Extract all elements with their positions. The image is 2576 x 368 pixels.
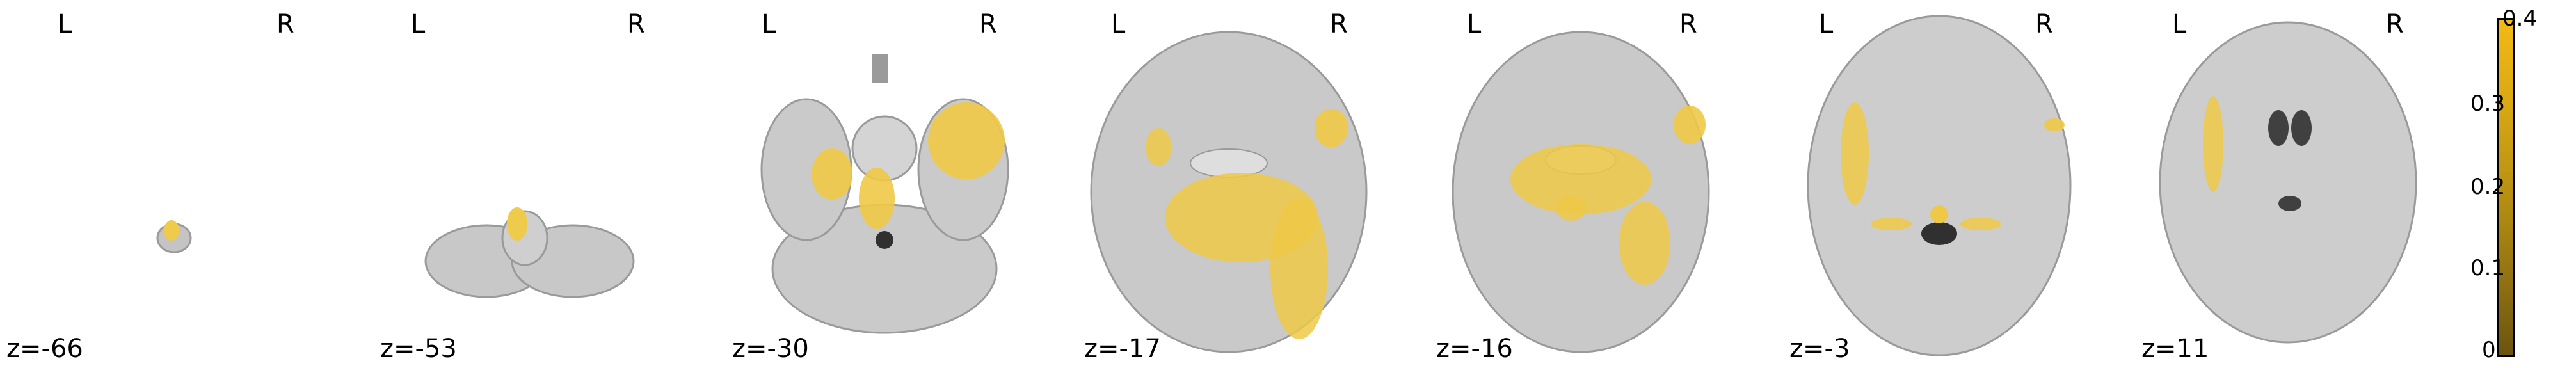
slice-label: z=-53: [380, 334, 457, 364]
brain-slice-image: [1452, 31, 1710, 353]
colorbar-tick: 0.4: [2502, 6, 2538, 31]
colorbar-tick: 0: [2482, 337, 2496, 363]
slice-label: z=11: [2141, 334, 2209, 364]
slice-panel-6: L R z=-3: [1786, 0, 2131, 368]
colorbar-tick: 0.1: [2470, 255, 2506, 281]
slice-label: z=-30: [732, 334, 809, 364]
colorbar-tick: 0.3: [2470, 91, 2506, 116]
brain-slice-image: [1090, 31, 1368, 353]
brain-slice-image: [2159, 21, 2417, 344]
brain-slice-image: [156, 220, 192, 253]
right-marker: R: [1330, 10, 1348, 39]
right-marker: R: [1679, 10, 1697, 39]
colorbar-tick: 0.2: [2470, 174, 2506, 200]
colorbar: [2497, 18, 2515, 357]
right-marker: R: [2386, 10, 2404, 39]
slice-label: z=-3: [1789, 334, 1850, 364]
slice-label: z=-17: [1084, 334, 1161, 364]
slice-panel-4: L R z=-17: [1082, 0, 1427, 368]
right-marker: R: [979, 10, 997, 39]
left-marker: L: [1467, 10, 1482, 39]
left-marker: L: [762, 10, 776, 39]
right-marker: R: [2035, 10, 2053, 39]
left-marker: L: [1819, 10, 1834, 39]
left-marker: L: [411, 10, 426, 39]
slice-panel-2: L R z=-53: [371, 0, 717, 368]
slice-panel-1: L R z=-66: [0, 0, 346, 368]
right-marker: R: [276, 10, 294, 39]
slice-panel-5: L R z=-16: [1434, 0, 1779, 368]
brain-slice-image: [760, 54, 1009, 334]
slice-label: z=-66: [6, 334, 83, 364]
left-marker: L: [58, 10, 72, 39]
left-marker: L: [2172, 10, 2187, 39]
brain-slice-image: [424, 207, 635, 298]
slice-panel-7: L R z=11: [2138, 0, 2483, 368]
slice-panel-3: L R z=-30: [723, 0, 1069, 368]
right-marker: R: [627, 10, 645, 39]
left-marker: L: [1111, 10, 1126, 39]
slice-label: z=-16: [1436, 334, 1513, 364]
brain-slice-image: [1807, 15, 2072, 356]
